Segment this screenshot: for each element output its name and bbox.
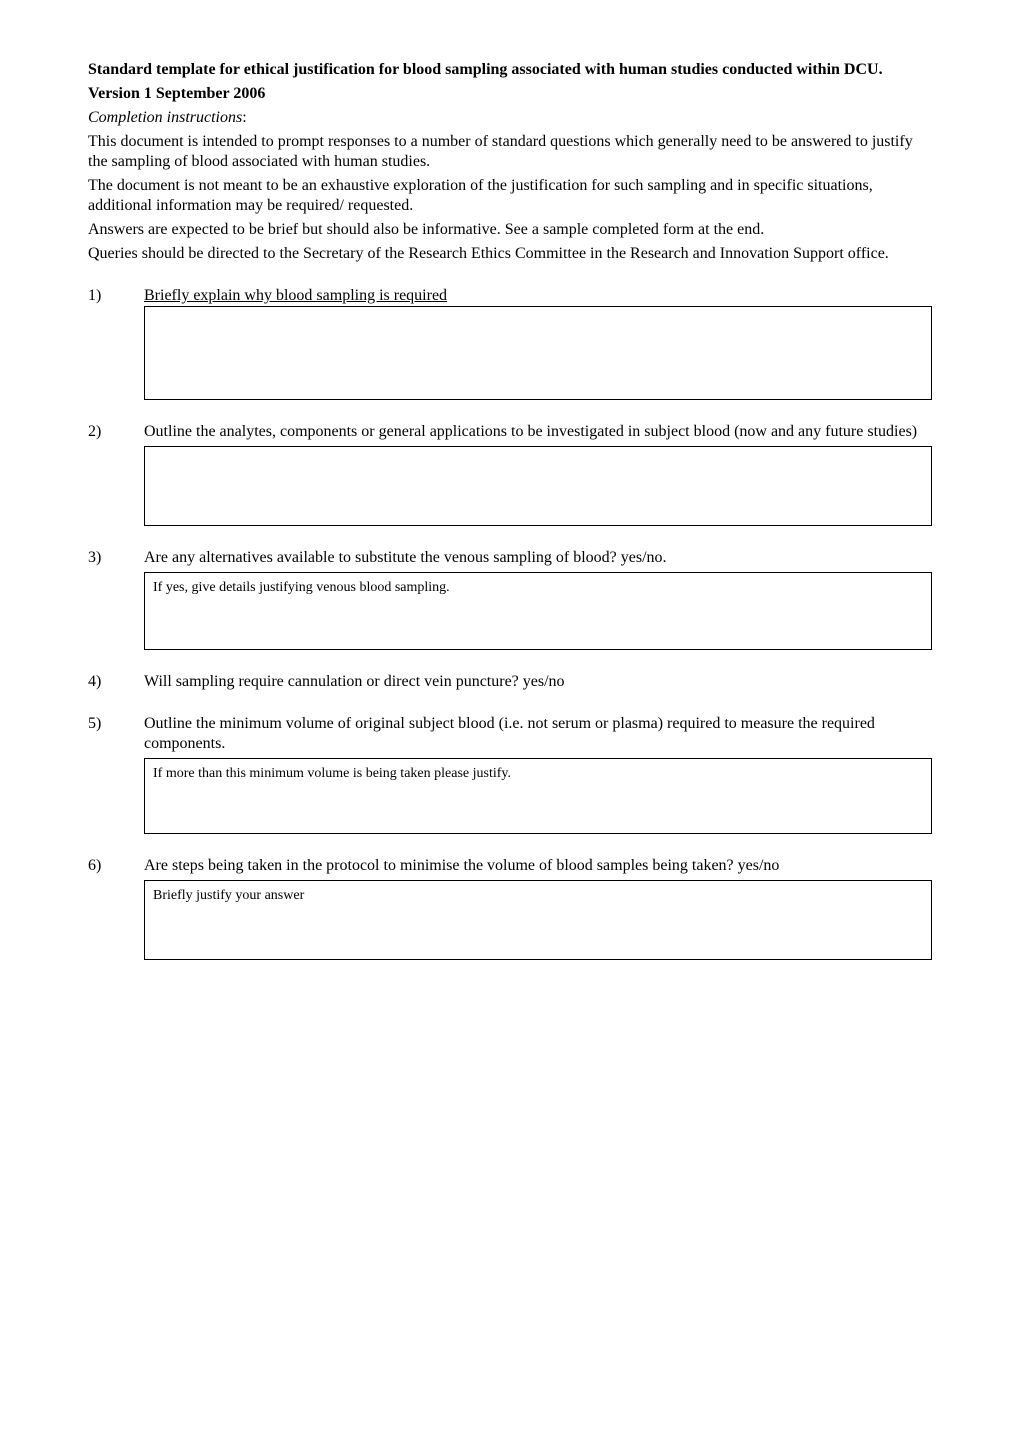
- q6-answer-box[interactable]: Briefly justify your answer: [144, 880, 932, 960]
- instructions-p4: Queries should be directed to the Secret…: [88, 244, 932, 264]
- instructions-p3: Answers are expected to be brief but sho…: [88, 220, 932, 240]
- question-2: 2) Outline the analytes, components or g…: [88, 422, 932, 442]
- instructions-p1: This document is intended to prompt resp…: [88, 132, 932, 172]
- question-6: 6) Are steps being taken in the protocol…: [88, 856, 932, 876]
- question-4: 4) Will sampling require cannulation or …: [88, 672, 932, 692]
- q6-box-text: Briefly justify your answer: [153, 888, 304, 903]
- q3-number: 3): [88, 548, 144, 568]
- title: Standard template for ethical justificat…: [88, 60, 932, 80]
- q5-number: 5): [88, 714, 144, 734]
- q2-text: Outline the analytes, components or gene…: [144, 422, 932, 442]
- q1-text: Briefly explain why blood sampling is re…: [144, 286, 932, 306]
- q2-answer-box[interactable]: [144, 446, 932, 526]
- question-5: 5) Outline the minimum volume of origina…: [88, 714, 932, 754]
- q5-text: Outline the minimum volume of original s…: [144, 714, 932, 754]
- q3-answer-box[interactable]: If yes, give details justifying venous b…: [144, 572, 932, 650]
- question-3: 3) Are any alternatives available to sub…: [88, 548, 932, 568]
- q3-box-text: If yes, give details justifying venous b…: [153, 580, 450, 595]
- question-1: 1) Briefly explain why blood sampling is…: [88, 286, 932, 400]
- instructions-label: Completion instructions: [88, 109, 242, 126]
- q5-answer-box[interactable]: If more than this minimum volume is bein…: [144, 758, 932, 834]
- q6-number: 6): [88, 856, 144, 876]
- q4-text: Will sampling require cannulation or dir…: [144, 672, 932, 692]
- q1-answer-box[interactable]: [144, 306, 932, 400]
- q4-number: 4): [88, 672, 144, 692]
- colon: :: [242, 109, 246, 126]
- page: Standard template for ethical justificat…: [0, 0, 1020, 1000]
- q2-number: 2): [88, 422, 144, 442]
- version: Version 1 September 2006: [88, 84, 932, 104]
- q1-number: 1): [88, 286, 144, 306]
- completion-instructions-line: Completion instructions:: [88, 108, 932, 128]
- q3-text: Are any alternatives available to substi…: [144, 548, 932, 568]
- q5-box-text: If more than this minimum volume is bein…: [153, 766, 511, 781]
- q6-text: Are steps being taken in the protocol to…: [144, 856, 932, 876]
- instructions-p2: The document is not meant to be an exhau…: [88, 176, 932, 216]
